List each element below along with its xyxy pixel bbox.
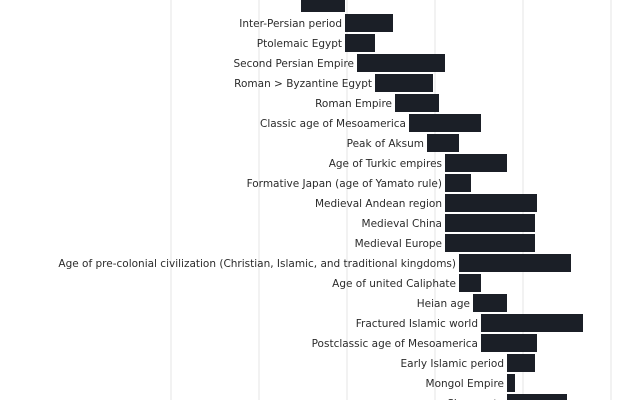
category-label: Classic age of Mesoamerica bbox=[260, 118, 406, 130]
category-label: Peak of Aksum bbox=[347, 138, 424, 150]
bar bbox=[301, 0, 345, 12]
category-labels: Inter-Persian period Ptolemaic Egypt Secon… bbox=[58, 18, 504, 400]
bar bbox=[481, 314, 583, 332]
category-label: Heian age bbox=[417, 298, 470, 310]
bar bbox=[375, 74, 433, 92]
bar bbox=[481, 334, 537, 352]
bar bbox=[445, 214, 535, 232]
bar bbox=[409, 114, 481, 132]
bar bbox=[445, 194, 537, 212]
category-label: Roman Empire bbox=[315, 98, 392, 110]
bar bbox=[445, 154, 507, 172]
category-label: Mongol Empire bbox=[426, 378, 504, 390]
bar bbox=[345, 14, 393, 32]
bars bbox=[301, 0, 583, 400]
bar bbox=[507, 354, 535, 372]
category-label: Age of pre-colonial civilization (Christ… bbox=[58, 258, 456, 270]
bar bbox=[445, 174, 471, 192]
category-label: Roman > Byzantine Egypt bbox=[234, 78, 372, 90]
bar bbox=[395, 94, 439, 112]
category-label: Shogunate bbox=[447, 398, 504, 400]
category-label: Formative Japan (age of Yamato rule) bbox=[247, 178, 442, 190]
bar bbox=[445, 234, 535, 252]
bar bbox=[459, 254, 571, 272]
bar bbox=[507, 394, 567, 400]
bar bbox=[507, 374, 515, 392]
bar bbox=[473, 294, 507, 312]
category-label: Age of Turkic empires bbox=[329, 158, 442, 170]
category-label: Medieval Andean region bbox=[315, 198, 442, 210]
category-label: Postclassic age of Mesoamerica bbox=[312, 338, 478, 350]
category-label: Early Islamic period bbox=[401, 358, 504, 370]
category-label: Ptolemaic Egypt bbox=[257, 38, 342, 50]
bar bbox=[459, 274, 481, 292]
category-label: Medieval Europe bbox=[355, 238, 442, 250]
category-label: Second Persian Empire bbox=[233, 58, 354, 70]
category-label: Fractured Islamic world bbox=[356, 318, 478, 330]
bar bbox=[427, 134, 459, 152]
category-label: Inter-Persian period bbox=[239, 18, 342, 30]
category-label: Medieval China bbox=[362, 218, 442, 230]
bar bbox=[345, 34, 375, 52]
category-label: Age of united Caliphate bbox=[332, 278, 456, 290]
bar bbox=[357, 54, 445, 72]
